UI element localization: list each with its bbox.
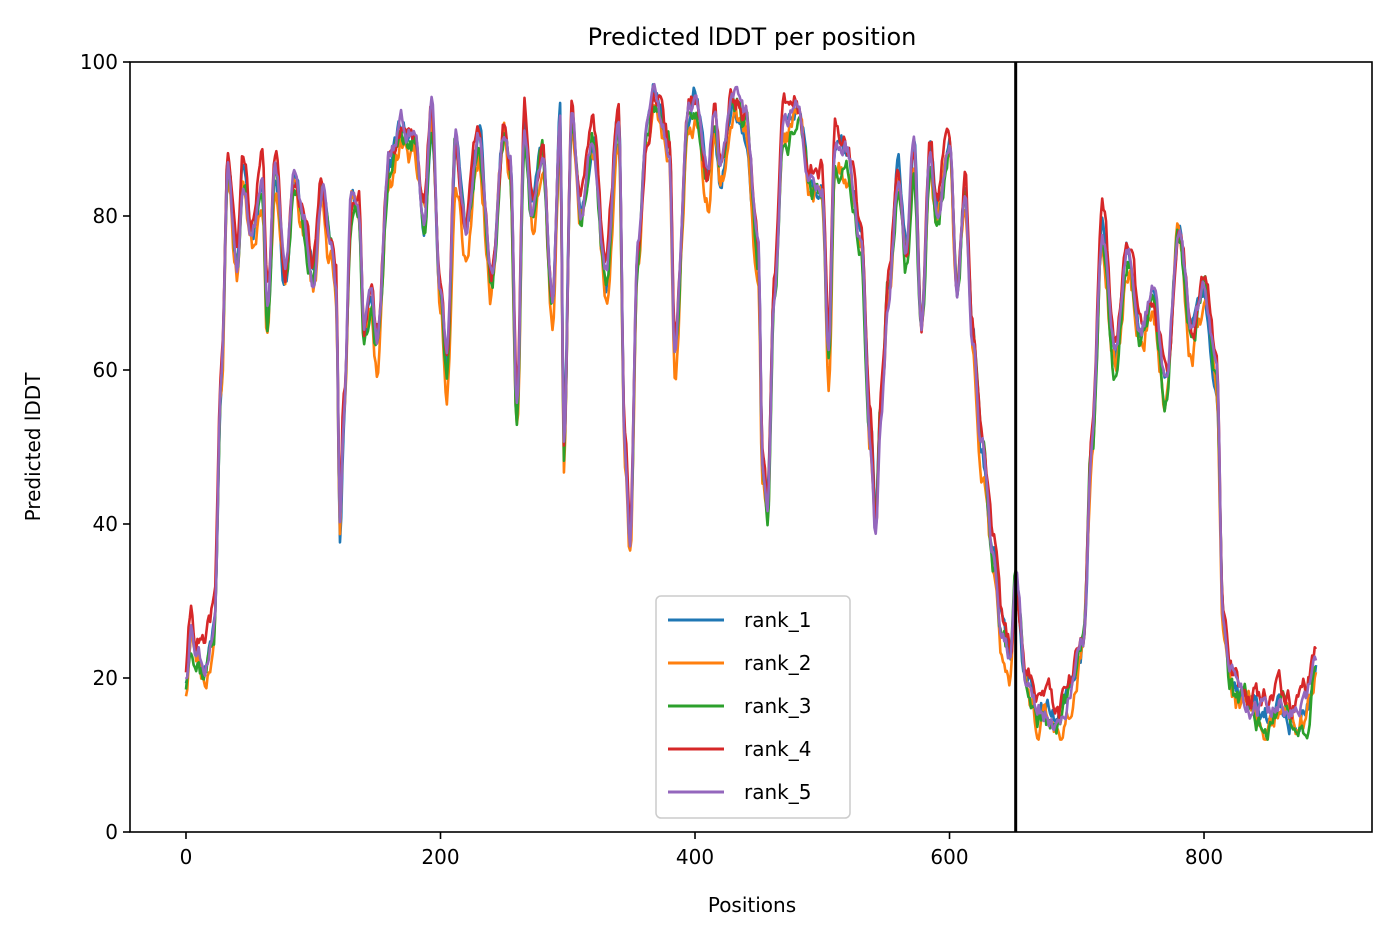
legend-box xyxy=(655,595,851,819)
x-tick-label: 0 xyxy=(180,845,193,869)
legend-label-rank_2: rank_2 xyxy=(744,651,811,675)
series-layer xyxy=(184,82,1318,741)
y-tick-label: 40 xyxy=(93,512,118,536)
legend-label-rank_5: rank_5 xyxy=(744,780,811,804)
x-axis-label: Positions xyxy=(708,893,796,917)
chart-title: Predicted lDDT per position xyxy=(588,23,917,51)
legend-label-rank_3: rank_3 xyxy=(744,694,811,718)
y-axis-ticks: 0 20 40 60 80 100 xyxy=(80,50,130,844)
y-tick-label: 20 xyxy=(93,666,118,690)
y-tick-label: 100 xyxy=(80,50,118,74)
x-tick-label: 400 xyxy=(676,845,714,869)
plot-frame xyxy=(129,61,1373,833)
legend-label-rank_4: rank_4 xyxy=(744,737,811,761)
legend-label-rank_1: rank_1 xyxy=(744,608,811,632)
x-axis-ticks: 0 200 400 600 800 xyxy=(180,832,1223,869)
x-tick-label: 600 xyxy=(930,845,968,869)
series-line-rank_5 xyxy=(184,82,1318,732)
y-tick-label: 60 xyxy=(93,358,118,382)
x-tick-label: 200 xyxy=(421,845,459,869)
series-line-rank_2 xyxy=(184,103,1318,741)
y-tick-label: 0 xyxy=(105,820,118,844)
chart-legend: rank_1 rank_2 rank_3 rank_4 rank_5 xyxy=(655,595,851,819)
x-tick-label: 800 xyxy=(1185,845,1223,869)
y-axis-label: Predicted lDDT xyxy=(21,372,45,522)
y-tick-label: 80 xyxy=(93,204,118,228)
